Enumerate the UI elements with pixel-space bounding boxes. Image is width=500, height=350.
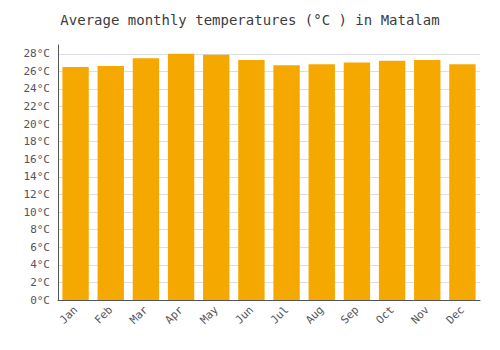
svg-text:Aug: Aug (303, 303, 326, 326)
svg-text:Average monthly temperatures (: Average monthly temperatures (°C ) in Ma… (60, 12, 439, 28)
svg-text:18°C: 18°C (24, 135, 51, 148)
svg-text:20°C: 20°C (24, 118, 51, 131)
svg-text:6°C: 6°C (30, 241, 50, 254)
svg-text:16°C: 16°C (24, 153, 51, 166)
svg-text:May: May (198, 303, 221, 326)
svg-text:24°C: 24°C (24, 82, 51, 95)
svg-text:Oct: Oct (373, 303, 396, 326)
svg-text:26°C: 26°C (24, 65, 51, 78)
svg-text:0°C: 0°C (30, 294, 50, 307)
svg-text:Feb: Feb (92, 303, 115, 326)
svg-text:Sep: Sep (338, 303, 361, 326)
svg-text:Mar: Mar (127, 303, 150, 326)
svg-text:12°C: 12°C (24, 188, 51, 201)
svg-text:28°C: 28°C (24, 47, 51, 60)
svg-text:4°C: 4°C (30, 258, 50, 271)
svg-text:Dec: Dec (444, 303, 467, 326)
svg-text:Jul: Jul (268, 303, 291, 326)
svg-text:22°C: 22°C (24, 100, 51, 113)
svg-text:Jan: Jan (57, 303, 80, 326)
svg-text:Apr: Apr (162, 303, 185, 326)
svg-text:14°C: 14°C (24, 170, 51, 183)
svg-text:10°C: 10°C (24, 206, 51, 219)
svg-text:Jun: Jun (233, 303, 256, 326)
svg-text:2°C: 2°C (30, 276, 50, 289)
svg-text:8°C: 8°C (30, 223, 50, 236)
svg-text:Nov: Nov (409, 303, 432, 326)
